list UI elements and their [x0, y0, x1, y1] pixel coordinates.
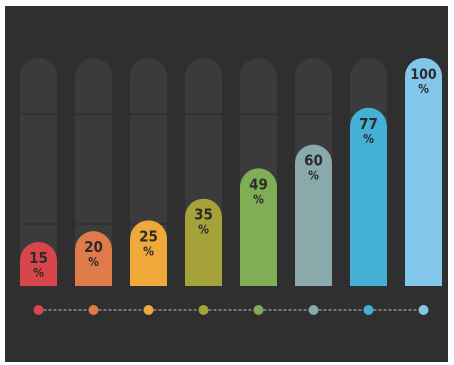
value-label-group: 15%20%25%35%49%60%77%100% — [29, 67, 437, 280]
bar-track — [20, 58, 57, 286]
category-dot — [253, 305, 264, 315]
percent-symbol: % — [418, 82, 429, 96]
category-dot — [308, 305, 319, 315]
bar-7 — [350, 107, 387, 286]
bar-group — [20, 58, 442, 286]
value-label: 25 — [139, 227, 158, 245]
value-label: 100 — [410, 67, 437, 83]
bar-6 — [295, 144, 332, 286]
category-dot — [88, 305, 99, 315]
bar-2 — [75, 231, 112, 286]
category-dot — [363, 305, 374, 315]
value-label: 77 — [359, 115, 378, 133]
percent-symbol: % — [308, 169, 319, 183]
value-label: 15 — [29, 249, 48, 267]
category-dot — [198, 305, 209, 315]
bar-3 — [130, 220, 167, 286]
value-label: 20 — [84, 238, 103, 256]
bar-4 — [185, 198, 222, 286]
category-dot — [143, 305, 154, 315]
percent-symbol: % — [198, 223, 209, 237]
percent-symbol: % — [143, 244, 154, 258]
category-dot-group — [33, 305, 429, 315]
percent-symbol: % — [88, 255, 99, 269]
bar-8 — [405, 58, 442, 286]
value-label: 35 — [194, 206, 213, 224]
percent-symbol: % — [33, 266, 44, 280]
bar-1 — [20, 242, 57, 286]
percent-symbol: % — [363, 132, 374, 146]
percent-symbol: % — [253, 192, 264, 206]
bar-5 — [240, 168, 277, 286]
category-dot — [418, 305, 429, 315]
value-label: 60 — [304, 152, 323, 170]
value-label: 49 — [249, 175, 268, 193]
category-dot — [33, 305, 44, 315]
bar-track — [75, 58, 112, 286]
